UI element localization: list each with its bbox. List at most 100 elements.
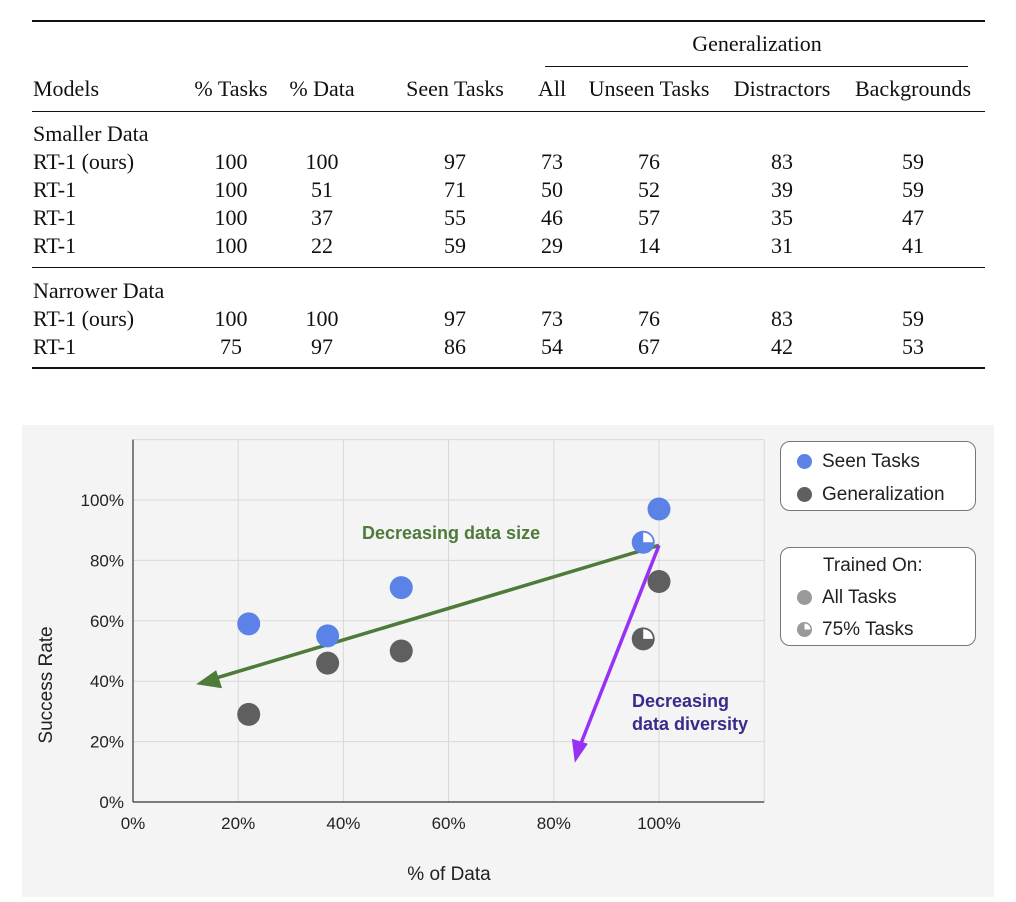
chart-annotations: Decreasing data size Decreasing data diver… [196,523,748,763]
y-tick-label: 80% [90,551,124,570]
table-cell: 97 [311,334,333,359]
trained-on-title: Trained On: [823,555,923,576]
table-bottom-rule [32,367,985,369]
table-cell: 35 [771,205,793,230]
generalization-swatch [797,487,812,502]
legend-item-generalization: Generalization [797,483,945,507]
table-cell: 57 [638,205,660,230]
table-cell: 97 [444,149,466,174]
table-cell: 100 [214,205,248,230]
table-cell: RT-1 [33,205,77,230]
y-tick-label: 40% [90,672,124,691]
table-cell: 31 [771,233,793,258]
table-cell: 29 [541,233,563,258]
generalization-point [389,639,413,663]
table-cell: 41 [902,233,924,258]
header-rule [32,111,985,112]
data-diversity-arrow [577,544,661,750]
chart-canvas: 0% 20% 40% 60% 80% 100% 0% 20% 40% 60% 80% 100% Dec… [36,439,765,885]
table-cell: 42 [771,334,793,359]
table-cell: 46 [541,205,563,230]
quarter-wedge-marker [643,532,653,543]
table-cell: 97 [444,306,466,331]
table-cell: 100 [214,233,248,258]
data-size-arrowhead [196,670,223,689]
chart-points [237,497,671,726]
x-tick-label: 0% [121,814,146,833]
section-title: Smaller Data [33,121,149,146]
table-cell: 76 [638,306,660,331]
legend-label-75-tasks: 75% Tasks [822,619,914,640]
table-cell: 76 [638,149,660,174]
legend-item-all-tasks: All Tasks [797,586,897,610]
data-diversity-annotation: Decreasing [632,691,729,711]
column-header: % Data [289,76,355,101]
generalization-group-header: Generalization [692,31,822,56]
legend-label-all-tasks: All Tasks [822,587,897,608]
chart-axes [132,439,765,803]
table-cell: 59 [902,177,924,202]
table-cell: 83 [771,306,793,331]
table-cell: 37 [311,205,333,230]
series-legend: Seen Tasks Generalization [780,441,976,511]
chart-tick-labels: 0% 20% 40% 60% 80% 100% 0% 20% 40% 60% 80% 100% [81,491,681,833]
data-diversity-arrowhead [571,738,588,763]
y-tick-label: 60% [90,612,124,631]
table-cell: 100 [305,306,339,331]
x-tick-label: 40% [326,814,360,833]
table-cell: 50 [541,177,563,202]
quarter-wedge-marker [643,629,653,639]
table-cell: 59 [902,306,924,331]
legend-label-seen-tasks: Seen Tasks [822,451,920,472]
column-header: Distractors [733,76,831,101]
y-tick-label: 0% [99,793,124,812]
scatter-chart: 0% 20% 40% 60% 80% 100% 0% 20% 40% 60% 80% 100% Dec… [22,425,994,897]
data-diversity-annotation: data diversity [632,714,748,734]
table-cell: 75 [220,334,242,359]
column-header: Models [33,76,99,101]
seen-tasks-point [647,497,671,521]
x-tick-label: 80% [537,814,571,833]
x-axis-label: % of Data [407,864,491,885]
data-size-arrow [201,543,660,684]
table-cell: 73 [541,149,563,174]
legend-item-75-tasks: 75% Tasks [797,618,914,642]
table-cell: RT-1 [33,233,77,258]
generalization-point [647,570,671,594]
x-tick-label: 60% [432,814,466,833]
table-top-rule [32,20,985,22]
table-cell: 100 [214,177,248,202]
table-cell: 47 [902,205,924,230]
column-header: % Tasks [194,76,268,101]
table-cell: 51 [311,177,333,202]
table-cell: RT-1 [33,177,77,202]
table-cell: 22 [311,233,333,258]
section-rule [32,267,985,268]
seen-tasks-point [316,624,340,648]
column-header: Backgrounds [854,76,972,101]
table-cell: 39 [771,177,793,202]
table-cell: RT-1 (ours) [33,306,135,331]
x-tick-label: 100% [637,814,680,833]
table-cell: 67 [638,334,660,359]
table-cell: 83 [771,149,793,174]
y-axis-label: Success Rate [36,626,57,743]
legend-item-seen-tasks: Seen Tasks [797,450,920,474]
table-cell: 100 [214,149,248,174]
section-title: Narrower Data [33,278,165,303]
generalization-underline [545,66,968,67]
all-tasks-swatch [797,590,812,605]
chart-gridlines [133,439,765,802]
table-cell: 52 [638,177,660,202]
data-size-annotation: Decreasing data size [362,523,540,543]
generalization-point [237,702,261,726]
trained-on-legend: Trained On: All Tasks 75% Tasks [780,547,976,646]
table-cell: RT-1 [33,334,77,359]
table-cell: 100 [214,306,248,331]
column-header: Unseen Tasks [588,76,710,101]
table-cell: 100 [305,149,339,174]
seen-tasks-swatch [797,454,812,469]
table-cell: 54 [541,334,563,359]
legend-label-generalization: Generalization [822,484,945,505]
y-tick-label: 100% [81,491,124,510]
